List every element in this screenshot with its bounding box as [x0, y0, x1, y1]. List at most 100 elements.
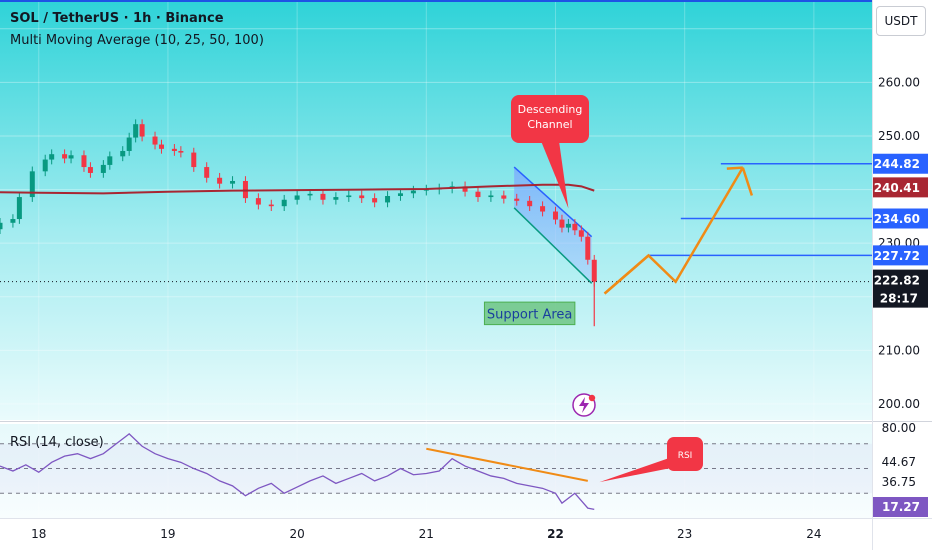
rsi-callout-box[interactable]	[667, 437, 703, 471]
time-tick-label: 20	[289, 527, 304, 541]
candle-body	[139, 124, 145, 137]
moving-average-line[interactable]	[0, 183, 595, 195]
callout-box[interactable]	[511, 95, 589, 143]
candle-body	[42, 159, 48, 172]
current-price-text: 222.82	[874, 274, 920, 288]
candle-body	[62, 154, 68, 159]
symbol-title[interactable]: SOL / TetherUS · 1h · Binance	[10, 11, 224, 26]
price-label-box[interactable]	[873, 208, 928, 229]
price-tick-label: 210.00	[878, 343, 920, 357]
candle-body	[268, 204, 274, 207]
lightning-icon-bolt[interactable]	[579, 397, 589, 413]
candle-body	[552, 211, 558, 220]
bar-countdown-text: 28:17	[880, 292, 918, 306]
price-label-box[interactable]	[873, 177, 928, 198]
price-labels: 244.82 240.41 234.60 227.72 222.82 28:17	[873, 153, 928, 308]
candle-body	[81, 155, 87, 168]
rsi-tick-label: 44.67	[882, 455, 916, 469]
candle-body	[572, 223, 578, 231]
projection-arrowhead[interactable]	[741, 167, 754, 196]
candle-body	[346, 195, 352, 198]
candle-body	[230, 180, 236, 184]
price-label-text: 234.60	[874, 212, 920, 226]
support-area[interactable]: Support Area	[483, 301, 576, 326]
descending-channel-callout[interactable]: Descending Channel	[511, 95, 589, 209]
candle-body	[333, 197, 339, 200]
candle-body	[359, 195, 365, 199]
candle-body	[133, 124, 139, 138]
candle-body	[49, 154, 55, 160]
current-price-box[interactable]	[873, 269, 928, 308]
currency-selector-button[interactable]: USDT	[876, 6, 926, 36]
rsi-pane	[0, 433, 872, 510]
candle-body	[501, 195, 507, 199]
support-area-box[interactable]	[483, 301, 576, 326]
price-label-box[interactable]	[873, 245, 928, 266]
candle-body	[397, 193, 403, 196]
candle-body	[540, 206, 546, 212]
price-pane-background	[0, 2, 872, 420]
time-tick-label: 24	[806, 527, 821, 541]
candle-body	[191, 152, 197, 168]
projection-arrowhead[interactable]	[726, 166, 743, 170]
descending-channel[interactable]	[513, 166, 593, 284]
rsi-tick-label: 36.75	[882, 475, 916, 489]
callout-text: Channel	[527, 118, 572, 131]
indicator-legend[interactable]: Multi Moving Average (10, 25, 50, 100)	[10, 33, 264, 48]
candle-body	[488, 195, 494, 198]
callout-pointer[interactable]	[541, 141, 569, 209]
candle-body	[100, 164, 106, 173]
rsi-callout-text: RSI	[678, 451, 693, 461]
time-tick-label: 19	[160, 527, 175, 541]
candle-body	[10, 219, 16, 223]
price-tick-label: 200.00	[878, 397, 920, 411]
candle-body	[217, 177, 223, 184]
candle-body	[68, 155, 74, 159]
rsi-divergence-line[interactable]	[426, 447, 588, 482]
candle-body	[87, 167, 93, 173]
rsi-axis: 80.00 44.67 36.75 17.27	[873, 421, 928, 517]
lightning-icon[interactable]	[572, 393, 596, 417]
projection-path[interactable]	[603, 254, 650, 295]
candle-body	[294, 195, 300, 200]
rsi-callout-pointer[interactable]	[599, 456, 681, 483]
rsi-value-text: 17.27	[882, 500, 920, 514]
candle-body	[171, 148, 177, 151]
channel-upper-line[interactable]	[513, 166, 593, 238]
rsi-value-box[interactable]	[873, 497, 928, 517]
notification-dot-icon	[588, 394, 596, 402]
candle-body	[527, 200, 533, 207]
callout-text: Descending	[518, 103, 583, 116]
candle-body	[565, 223, 571, 228]
candle-body	[585, 236, 591, 260]
time-axis: 18 19 20 21 22 23 24	[31, 2, 822, 541]
candle-body	[514, 198, 520, 201]
price-tick-label: 260.00	[878, 75, 920, 89]
candle-body	[372, 198, 378, 203]
rsi-legend[interactable]: RSI (14, close)	[10, 435, 104, 450]
candle-body	[559, 219, 565, 228]
candle-body	[591, 259, 597, 282]
rsi-callout[interactable]: RSI	[599, 437, 703, 483]
candle-body	[107, 156, 113, 165]
channel-lower-line[interactable]	[513, 207, 593, 284]
candle-body	[320, 193, 326, 200]
candle-body	[126, 137, 132, 151]
candle-body	[120, 150, 126, 157]
candle-body	[578, 230, 584, 237]
price-label-text: 240.41	[874, 181, 920, 195]
candle-body	[0, 222, 3, 230]
candle-body	[462, 186, 468, 192]
rsi-line[interactable]	[0, 433, 595, 510]
channel-fill[interactable]	[514, 167, 592, 284]
candle-body	[152, 136, 158, 145]
candle-body	[255, 198, 261, 205]
price-label-box[interactable]	[873, 153, 928, 174]
support-area-label: Support Area	[487, 307, 572, 322]
price-tick-label: 250.00	[878, 129, 920, 143]
candle-body	[281, 199, 287, 207]
time-tick-label: 18	[31, 527, 46, 541]
candle-body	[410, 190, 416, 194]
